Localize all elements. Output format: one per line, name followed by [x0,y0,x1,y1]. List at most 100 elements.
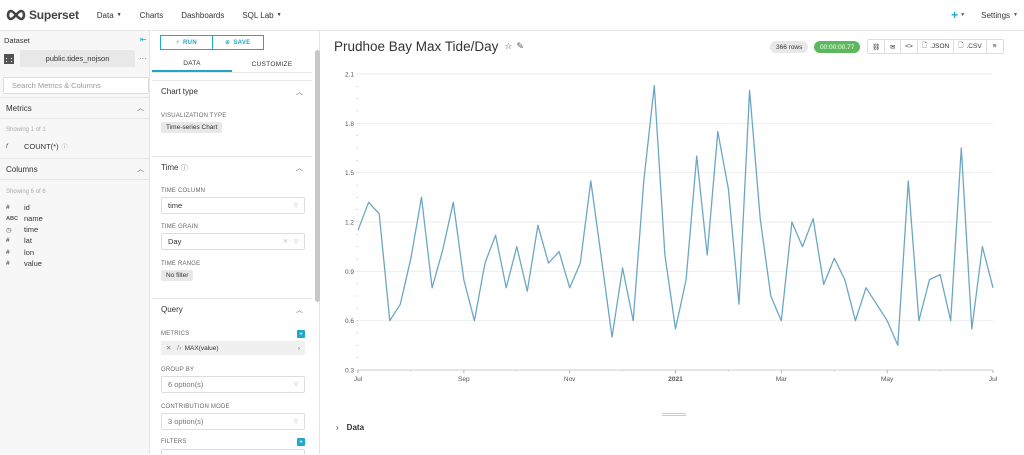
export-json-label: .JSON [930,43,950,50]
add-filter-button[interactable]: + [297,438,305,446]
series-line[interactable] [357,84,994,346]
group-by-select[interactable]: 6 option(s) ▽ [161,376,305,393]
run-save-group: ⚡ RUN ⊕ SAVE [160,35,264,50]
brand-name: Superset [29,8,79,22]
nav-charts-label: Charts [139,10,164,20]
link-icon[interactable]: ⛓ [868,40,886,53]
columns-showing-count: Showing 6 of 6 [6,189,46,195]
metrics-label: METRICS [161,331,190,337]
collapse-panel-icon[interactable]: ⇤ [140,35,147,44]
chevron-right-icon: › [336,423,339,432]
x-tick-label: May [881,376,894,383]
more-options-icon[interactable]: ··· [139,54,147,63]
query-time-badge: 00:00:00.77 [814,41,861,53]
info-icon: ⓘ [180,164,188,172]
search-metrics-columns-input[interactable]: Search Metrics & Columns [3,77,149,94]
string-type-icon: ABC [6,215,18,222]
save-button[interactable]: ⊕ SAVE [212,35,264,50]
run-button[interactable]: ⚡ RUN [160,35,213,50]
contribution-select[interactable]: 3 option(s) ▽ [161,413,305,430]
superset-logo[interactable]: Superset [6,8,79,22]
edit-icon[interactable]: ✎ [516,41,524,51]
y-tick-label: 1.2 [345,220,354,227]
tab-customize[interactable]: CUSTOMIZE [251,60,293,68]
column-item[interactable]: # value [6,259,42,268]
controls-panel: ⚡ RUN ⊕ SAVE DATA CUSTOMIZE Chart type ︿ V… [152,31,320,455]
chevron-up-icon: ︿ [296,164,303,172]
resize-handle[interactable] [662,413,686,414]
chevron-up-icon: ︿ [296,88,303,96]
chart-title[interactable]: Prudhoe Bay Max Tide/Day [334,39,499,54]
datasource-panel: Dataset ⇤ public.tides_nojson ··· Search… [0,31,150,454]
function-icon: ƒₓ [176,345,182,351]
dataset-name[interactable]: public.tides_nojson [20,50,135,67]
settings-menu[interactable]: Settings [981,10,1011,20]
export-json-button[interactable]: 🗋 .JSON [918,40,955,53]
column-name: lon [24,248,35,257]
star-icon[interactable]: ☆ [504,41,513,51]
column-item[interactable]: ABC name [6,214,43,223]
query-title: Query [161,305,183,314]
nav-sqllab-menu[interactable]: SQL Lab ▼ [242,11,281,20]
line-chart[interactable]: 0.3 0.6 0.9 1.2 1.5 1.8 2.1 Jul Sep Nov 2021 Mar Ma… [322,67,1012,427]
nav-data-label: Data [96,10,114,20]
x-tick-label: Jul [989,376,998,383]
filters-select[interactable] [161,449,305,455]
numeric-type-icon: # [6,237,10,244]
metric-name: COUNT(*) [24,142,59,151]
numeric-type-icon: # [6,249,10,256]
column-item[interactable]: # lon [6,248,34,257]
metrics-section-title: Metrics [6,103,32,113]
time-grain-select[interactable]: Day ✕ ▽ [161,233,305,250]
contribution-label: CONTRIBUTION MODE [161,404,230,410]
table-icon [4,53,14,64]
chart-type-title: Chart type [161,87,198,96]
time-column-label: TIME COLUMN [161,188,206,194]
function-icon: f [6,143,8,150]
metric-tag[interactable]: ✕ ƒₓ MAX(value) › [161,341,305,355]
viz-type-label: VISUALIZATION TYPE [161,113,227,119]
columns-section-header[interactable]: Columns ︿ [0,158,150,180]
clear-icon[interactable]: ✕ [282,239,288,245]
clock-icon: ◷ [6,226,12,234]
y-axis: 0.3 0.6 0.9 1.2 1.5 1.8 2.1 [345,72,358,375]
x-tick-label: Nov [564,376,576,383]
column-item[interactable]: ◷ time [6,225,38,234]
embed-code-icon[interactable]: <> [901,40,918,53]
chart-title-row: Prudhoe Bay Max Tide/Day ☆ ✎ [334,39,524,54]
chevron-right-icon: › [297,344,300,352]
email-icon[interactable]: ✉ [885,40,902,53]
nav-dashboards[interactable]: Dashboards [181,11,224,20]
nav-charts[interactable]: Charts [140,11,164,20]
info-icon: ⓘ [61,145,68,151]
chevron-down-icon: ▽ [294,202,298,209]
time-section-header[interactable]: Time ⓘ ︿ [152,156,312,178]
group-by-label: GROUP BY [161,367,195,373]
metrics-section-header[interactable]: Metrics ︿ [0,97,150,119]
menu-icon[interactable]: ≡ [992,43,997,50]
column-item[interactable]: # lat [6,236,32,245]
nav-data-menu[interactable]: Data ▼ [97,11,122,20]
add-metric-button[interactable]: + [297,330,305,338]
tab-data[interactable]: DATA [152,56,232,72]
chart-series [357,84,994,346]
numeric-type-icon: # [6,204,10,211]
export-csv-button[interactable]: 🗋 .CSV [954,40,987,53]
dataset-heading: Dataset [4,36,30,45]
chart-type-section-header[interactable]: Chart type ︿ [152,80,312,102]
query-section-header[interactable]: Query ︿ [152,298,312,320]
metric-tag-value: MAX(value) [184,344,219,352]
data-pane-toggle[interactable]: › Data [336,423,364,432]
chevron-down-icon: ▽ [294,238,298,245]
x-tick-label: Sep [458,376,470,383]
new-plus-button[interactable]: + [951,8,959,22]
x-tick-label: Jul [354,376,363,383]
viz-type-selector[interactable]: Time-series Chart [161,122,223,133]
controls-scrollbar[interactable] [315,50,320,302]
column-item[interactable]: # id [6,203,30,212]
chevron-up-icon: ︿ [137,166,144,173]
time-column-select[interactable]: time ▽ [161,197,305,214]
close-icon[interactable]: ✕ [166,345,172,352]
metric-item[interactable]: f COUNT(*) ⓘ [6,142,68,151]
time-range-selector[interactable]: No filter [161,270,194,281]
